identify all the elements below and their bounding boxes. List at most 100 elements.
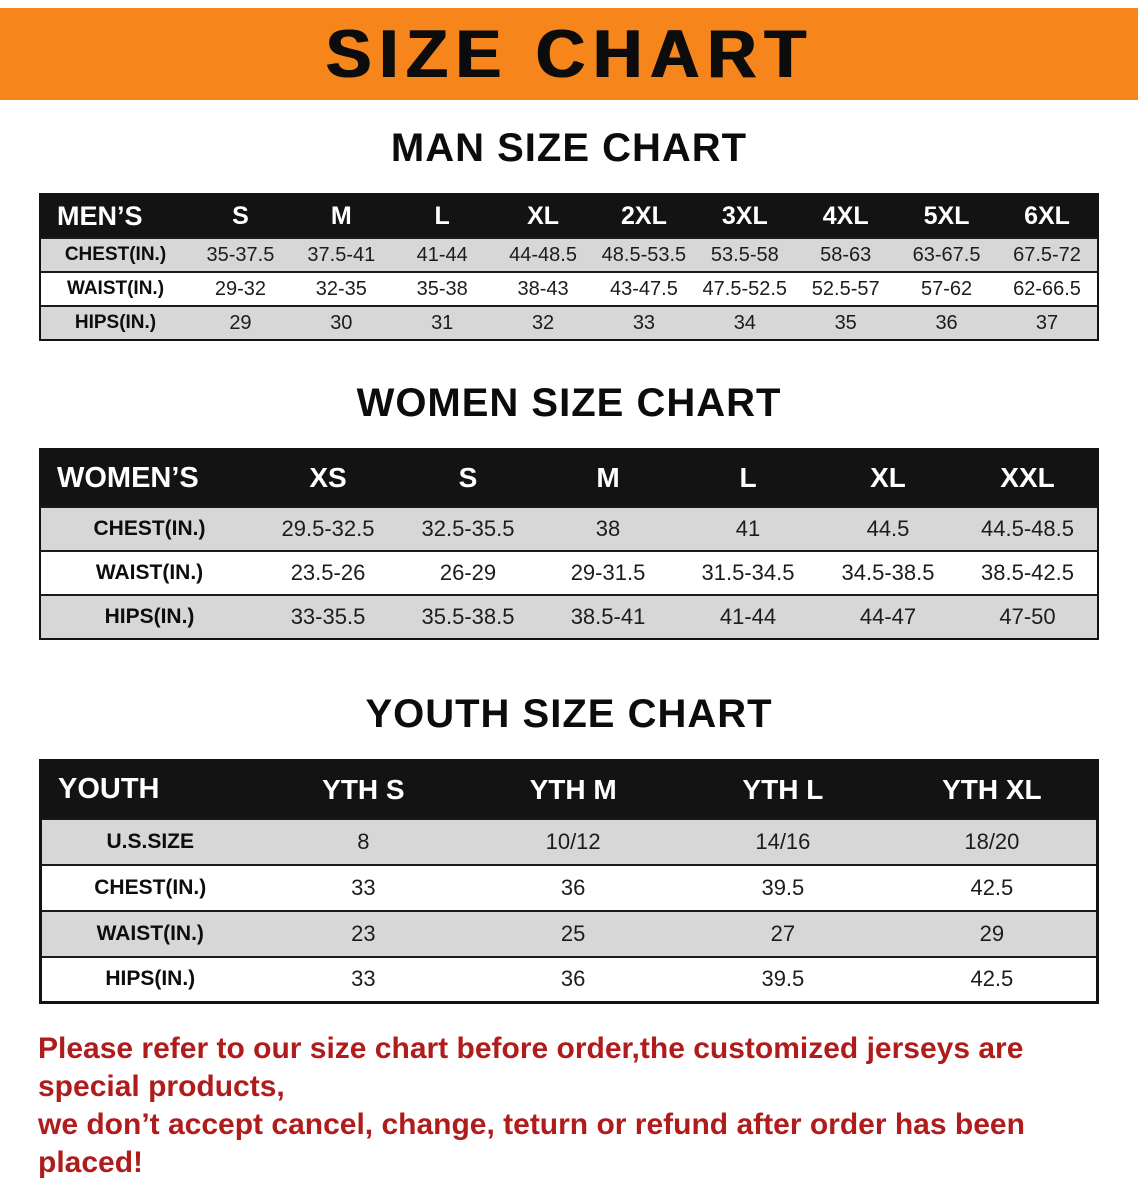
men-size-table: MEN’S S M L XL 2XL 3XL 4XL 5XL 6XL CHEST(IN.) 35-37… <box>39 193 1099 341</box>
value-cell: 26-29 <box>398 550 538 595</box>
table-row: CHEST(IN.) 35-37.5 37.5-41 41-44 44-48.5 48.5… <box>40 237 1098 272</box>
value-cell: 32-35 <box>290 271 392 306</box>
value-cell: 67.5-72 <box>997 237 1098 272</box>
size-header-cell: M <box>290 194 392 238</box>
row-label-cell: CHEST(IN.) <box>40 237 190 272</box>
value-cell: 37.5-41 <box>290 237 392 272</box>
table-row: WAIST(IN.) 23.5-26 26-29 29-31.5 31.5-34.5 34… <box>40 550 1098 595</box>
value-cell: 35-37.5 <box>190 237 291 272</box>
value-cell: 8 <box>258 817 469 865</box>
table-title-cell: WOMEN’S <box>40 449 258 507</box>
value-cell: 30 <box>290 305 392 340</box>
value-cell: 39.5 <box>678 863 888 911</box>
value-cell: 48.5-53.5 <box>593 237 695 272</box>
youth-section-heading: YOUTH SIZE CHART <box>365 692 773 736</box>
value-cell: 29-32 <box>190 271 291 306</box>
value-cell: 35.5-38.5 <box>398 594 538 639</box>
row-label-cell: HIPS(IN.) <box>40 594 258 639</box>
men-section: MAN SIZE CHART MEN’S S M L XL 2XL 3XL 4XL 5XL 6XL… <box>0 126 1138 341</box>
row-label-cell: WAIST(IN.) <box>40 909 259 957</box>
table-row: WAIST(IN.) 23 25 27 29 <box>40 909 1098 957</box>
women-section: WOMEN SIZE CHART WOMEN’S XS S M L XL XXL CHEST(… <box>0 381 1138 640</box>
size-header-cell: S <box>190 194 291 238</box>
youth-size-table: YOUTH YTH S YTH M YTH L YTH XL U.S.SIZE 8 10/12… <box>39 759 1099 1004</box>
value-cell: 36 <box>468 863 678 911</box>
row-label-cell: U.S.SIZE <box>40 817 259 865</box>
size-header-cell: YTH L <box>678 760 888 819</box>
value-cell: 31.5-34.5 <box>678 550 818 595</box>
size-header-cell: L <box>678 449 818 507</box>
value-cell: 62-66.5 <box>997 271 1098 306</box>
footer-notice: Please refer to our size chart before or… <box>38 1030 1110 1182</box>
value-cell: 44-48.5 <box>492 237 594 272</box>
size-header-cell: 2XL <box>593 194 695 238</box>
value-cell: 44.5-48.5 <box>958 506 1098 551</box>
value-cell: 38-43 <box>492 271 594 306</box>
value-cell: 32.5-35.5 <box>398 506 538 551</box>
value-cell: 41-44 <box>678 594 818 639</box>
row-label-cell: HIPS(IN.) <box>40 955 259 1003</box>
table-header-row: MEN’S S M L XL 2XL 3XL 4XL 5XL 6XL <box>40 194 1098 238</box>
row-label-cell: WAIST(IN.) <box>40 271 190 306</box>
value-cell: 29 <box>887 909 1098 957</box>
size-header-cell: L <box>391 194 493 238</box>
row-label-cell: CHEST(IN.) <box>40 863 259 911</box>
size-header-cell: XXL <box>958 449 1098 507</box>
value-cell: 29.5-32.5 <box>258 506 398 551</box>
table-row: CHEST(IN.) 33 36 39.5 42.5 <box>40 863 1098 911</box>
value-cell: 31 <box>391 305 493 340</box>
value-cell: 43-47.5 <box>593 271 695 306</box>
value-cell: 41-44 <box>391 237 493 272</box>
value-cell: 27 <box>678 909 888 957</box>
value-cell: 44.5 <box>818 506 958 551</box>
table-row: HIPS(IN.) 33 36 39.5 42.5 <box>40 955 1098 1003</box>
size-header-cell: XS <box>258 449 398 507</box>
value-cell: 42.5 <box>887 863 1098 911</box>
value-cell: 14/16 <box>678 817 888 865</box>
value-cell: 47-50 <box>958 594 1098 639</box>
table-row: CHEST(IN.) 29.5-32.5 32.5-35.5 38 41 44.5 44.5… <box>40 506 1098 551</box>
value-cell: 53.5-58 <box>694 237 796 272</box>
value-cell: 39.5 <box>678 955 888 1003</box>
value-cell: 29-31.5 <box>538 550 678 595</box>
value-cell: 38.5-42.5 <box>958 550 1098 595</box>
size-header-cell: XL <box>492 194 594 238</box>
value-cell: 47.5-52.5 <box>694 271 796 306</box>
value-cell: 36 <box>896 305 997 340</box>
notice-line-1: Please refer to our size chart before or… <box>38 1032 1024 1103</box>
row-label-cell: HIPS(IN.) <box>40 305 190 340</box>
size-header-cell: 3XL <box>694 194 796 238</box>
table-header-row: YOUTH YTH S YTH M YTH L YTH XL <box>40 760 1098 819</box>
row-label-cell: WAIST(IN.) <box>40 550 258 595</box>
value-cell: 42.5 <box>887 955 1098 1003</box>
table-title-cell: YOUTH <box>40 760 259 819</box>
size-header-cell: YTH M <box>468 760 678 819</box>
value-cell: 57-62 <box>896 271 997 306</box>
page-title: SIZE CHART <box>325 16 813 92</box>
value-cell: 36 <box>468 955 678 1003</box>
value-cell: 58-63 <box>795 237 897 272</box>
size-header-cell: 4XL <box>795 194 897 238</box>
banner: SIZE CHART <box>0 8 1138 100</box>
row-label-cell: CHEST(IN.) <box>40 506 258 551</box>
table-row: HIPS(IN.) 33-35.5 35.5-38.5 38.5-41 41-44 44-… <box>40 594 1098 639</box>
notice-line-2: we don’t accept cancel, change, teturn o… <box>38 1108 1025 1179</box>
value-cell: 38.5-41 <box>538 594 678 639</box>
size-header-cell: 5XL <box>896 194 997 238</box>
size-header-cell: XL <box>818 449 958 507</box>
table-row: WAIST(IN.) 29-32 32-35 35-38 38-43 43-47.5 47.… <box>40 271 1098 306</box>
size-header-cell: YTH S <box>258 760 469 819</box>
value-cell: 52.5-57 <box>795 271 897 306</box>
value-cell: 63-67.5 <box>896 237 997 272</box>
size-header-cell: S <box>398 449 538 507</box>
value-cell: 38 <box>538 506 678 551</box>
size-header-cell: M <box>538 449 678 507</box>
size-header-cell: YTH XL <box>887 760 1098 819</box>
value-cell: 18/20 <box>887 817 1098 865</box>
value-cell: 33 <box>258 955 469 1003</box>
value-cell: 25 <box>468 909 678 957</box>
size-header-cell: 6XL <box>997 194 1098 238</box>
value-cell: 33 <box>258 863 469 911</box>
value-cell: 35 <box>795 305 897 340</box>
women-section-heading: WOMEN SIZE CHART <box>356 381 782 425</box>
